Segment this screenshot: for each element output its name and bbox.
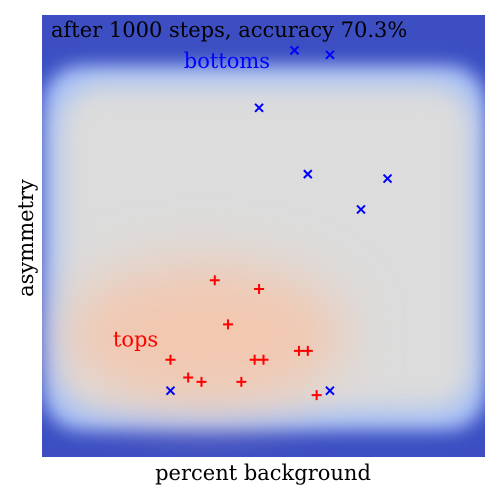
marks-layer	[165, 45, 393, 401]
tops-point	[254, 284, 265, 295]
plot-background	[42, 15, 485, 457]
bottoms-point	[165, 385, 176, 396]
tops-point	[302, 345, 313, 356]
tops-series	[165, 275, 322, 401]
bottoms-point	[325, 385, 335, 396]
tops-point	[258, 354, 269, 365]
tops-point	[311, 390, 322, 401]
tops-point	[165, 354, 176, 365]
bottoms-point	[382, 173, 393, 184]
y-axis-label: asymmetry	[14, 179, 38, 297]
tops-point	[209, 275, 220, 286]
tops-point	[293, 345, 304, 356]
bottoms-series	[165, 45, 393, 396]
tops-point	[236, 376, 247, 387]
tops-point	[223, 319, 234, 330]
tops-point	[196, 376, 207, 387]
bottoms-point	[254, 103, 264, 113]
x-axis-label: percent background	[155, 461, 371, 485]
tops-point	[183, 372, 194, 383]
heatmap-warm-region	[65, 263, 345, 407]
annotation-tops: tops	[113, 328, 158, 352]
bottoms-point	[303, 169, 313, 179]
tops-point	[249, 354, 260, 365]
chart-title: after 1000 steps, accuracy 70.3%	[51, 18, 407, 42]
bottoms-point	[325, 50, 335, 60]
annotation-bottoms: bottoms	[184, 49, 270, 73]
bottoms-point	[289, 45, 300, 56]
bottoms-point	[356, 204, 366, 215]
